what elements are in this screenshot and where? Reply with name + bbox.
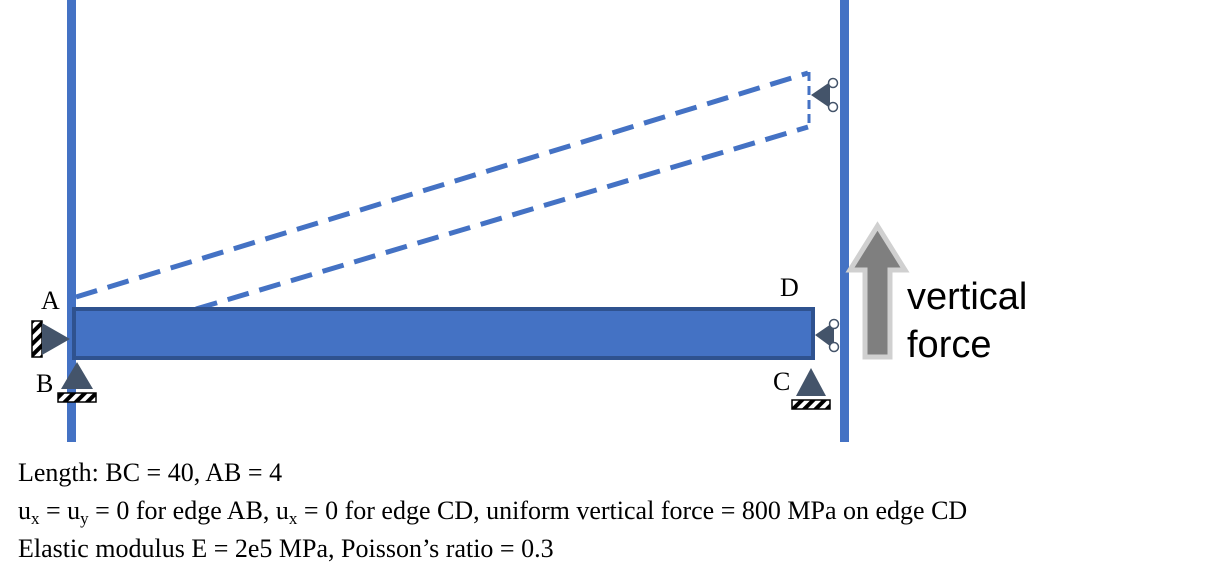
support-b-triangle-icon (61, 362, 93, 389)
bc-sub-3: x (288, 509, 298, 528)
deformed-bottom-edge (195, 124, 809, 312)
right-wall (840, 0, 849, 442)
support-c-hatch-block (791, 399, 831, 410)
caption-line-boundary-conditions: ux = uy = 0 for edge AB, ux = 0 for edge… (18, 492, 1208, 530)
corner-label-c: C (773, 367, 791, 396)
corner-label-a: A (41, 286, 60, 315)
roller-cd (815, 318, 840, 353)
left-horizontal-support (31, 320, 70, 358)
corner-label-d: D (780, 273, 799, 302)
caption-line-material: Elastic modulus E = 2e5 MPa, Poisson’s r… (18, 534, 554, 563)
vertical-force-arrow-icon (845, 221, 910, 360)
bc-sub-1: x (31, 509, 40, 528)
bc-sub-2: y (80, 509, 89, 528)
roller-cd-triangle-icon (815, 322, 834, 349)
force-label-line1: vertical (907, 276, 1028, 318)
roller-cd-wheel-top (828, 318, 840, 330)
bc-text-1: u (18, 496, 31, 525)
support-b (57, 362, 97, 403)
roller-deformed-wheel-top (827, 77, 839, 89)
force-label-line2: force (907, 323, 992, 366)
support-c (791, 368, 831, 410)
deformed-top-edge (75, 70, 809, 300)
left-triangle-icon (42, 323, 70, 355)
left-hatch-block (31, 320, 43, 358)
caption: Length: BC = 40, AB = 4 ux = uy = 0 for … (18, 454, 1208, 568)
bc-text-3: = 0 for edge AB, u (88, 496, 289, 525)
support-b-hatch-block (57, 392, 97, 403)
left-wall (67, 0, 76, 442)
force-label: vertical force (907, 274, 1027, 369)
beam (72, 307, 815, 360)
deformed-beam-outline (75, 70, 809, 312)
bc-text-4: = 0 for edge CD, uniform vertical force … (297, 496, 968, 525)
roller-cd-wheel-bottom (828, 341, 840, 353)
roller-deformed-wheel-bottom (827, 101, 839, 113)
caption-line-length: Length: BC = 40, AB = 4 (18, 458, 283, 487)
corner-label-b: B (36, 369, 54, 398)
bc-text-2: = u (39, 496, 81, 525)
roller-deformed-triangle-icon (811, 82, 830, 108)
roller-deformed (811, 77, 839, 113)
support-c-triangle-icon (796, 368, 826, 396)
